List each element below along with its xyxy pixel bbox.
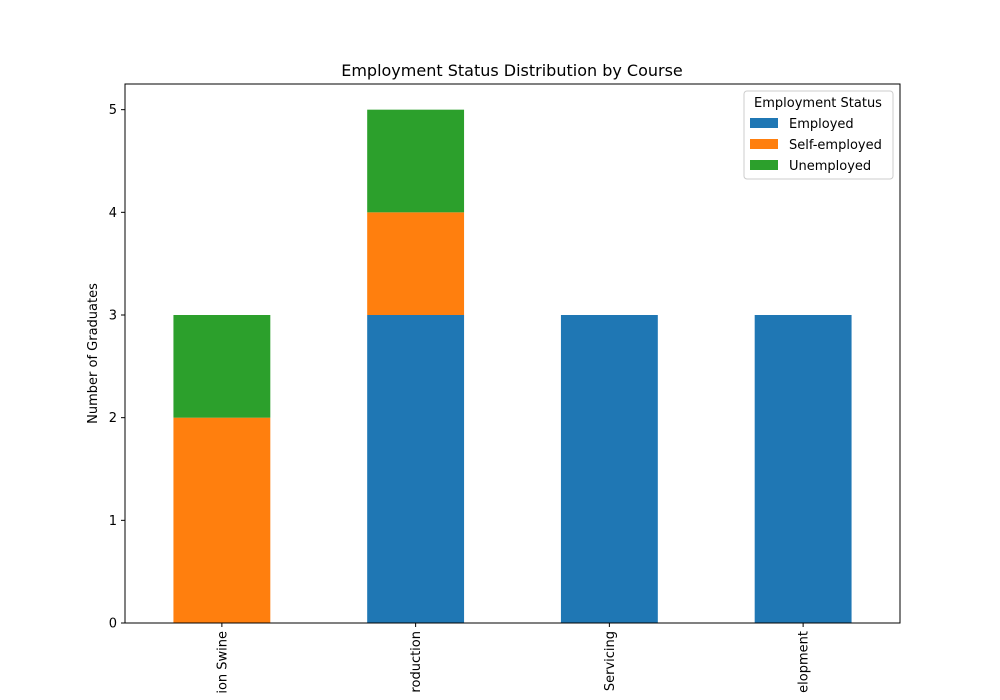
y-tick-label: 3 [109, 309, 117, 324]
plot-frame [124, 83, 901, 624]
bar-self-employed-1 [367, 212, 465, 315]
x-tick-label: ion Swine [215, 631, 230, 694]
chart-title: Employment Status Distribution by Course [341, 61, 683, 80]
bar-employed-3 [754, 315, 852, 623]
y-tick-label: 5 [109, 103, 117, 118]
bar-employed-1 [367, 315, 465, 623]
x-axis: ion Swine roduction Servicing elopment [215, 623, 812, 694]
legend-swatch [750, 160, 778, 170]
legend-label: Unemployed [789, 159, 871, 174]
bar-unemployed-1 [367, 109, 465, 213]
y-axis: 0 1 2 3 4 5 [109, 103, 125, 632]
legend: Employment Status Employed Self-employed U… [743, 90, 894, 180]
legend-label: Self-employed [789, 138, 882, 153]
legend-swatch [750, 118, 778, 128]
y-tick-label: 2 [109, 411, 117, 426]
legend-label: Employed [789, 117, 854, 132]
bar-self-employed-0 [173, 417, 271, 623]
bar-unemployed-0 [173, 315, 271, 418]
y-tick-label: 0 [109, 617, 117, 632]
x-tick-label: elopment [797, 631, 812, 693]
legend-box [743, 90, 894, 180]
y-tick-label: 1 [109, 514, 117, 529]
x-tick-label: roduction [409, 631, 424, 693]
y-tick-label: 4 [109, 206, 117, 221]
y-axis-title: Number of Graduates [86, 283, 101, 424]
legend-title: Employment Status [754, 96, 882, 111]
legend-items: Employed Self-employed Unemployed [750, 117, 882, 174]
bar-employed-2 [560, 315, 658, 623]
x-tick-label: Servicing [603, 631, 618, 691]
legend-swatch [750, 139, 778, 149]
bars-group [173, 109, 852, 623]
